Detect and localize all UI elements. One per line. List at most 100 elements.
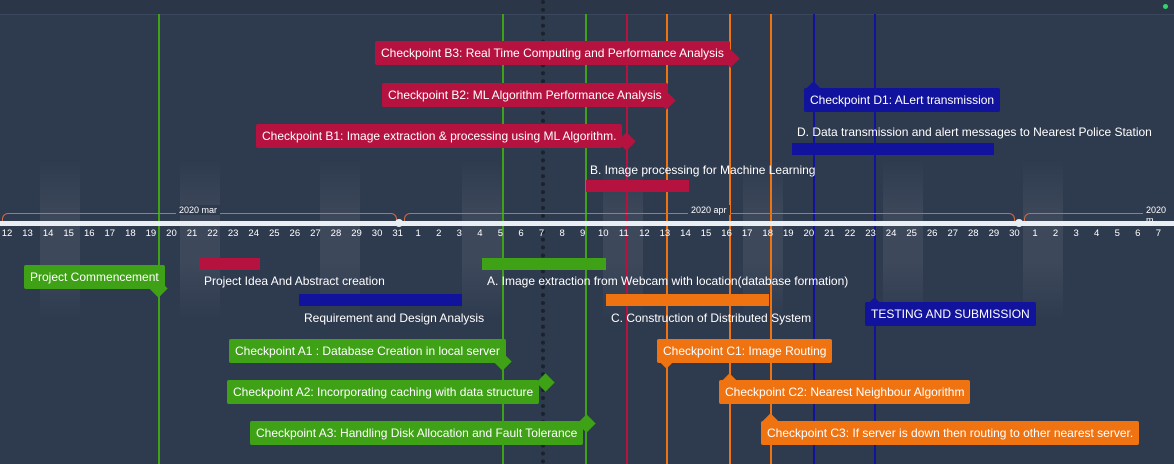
day-tick: 25 <box>268 228 280 239</box>
day-tick: 26 <box>289 228 301 239</box>
day-tick: 7 <box>538 228 545 239</box>
task-label: Project Idea And Abstract creation <box>204 274 385 288</box>
day-tick: 26 <box>926 228 938 239</box>
day-tick: 5 <box>1114 228 1120 239</box>
day-tick: 19 <box>782 228 794 239</box>
day-tick: 5 <box>497 228 504 239</box>
task-label: C. Construction of Distributed System <box>611 311 812 325</box>
checkpoint-c3[interactable]: Checkpoint C3: If server is down then ro… <box>761 421 1140 445</box>
milestone-line <box>626 14 628 464</box>
day-tick: 25 <box>906 228 917 239</box>
day-tick: 3 <box>1073 228 1079 239</box>
milestone-line <box>874 14 876 464</box>
day-tick: 19 <box>145 228 157 239</box>
day-tick: 31 <box>392 228 403 239</box>
month-boundary-dot <box>395 219 403 227</box>
weekend-shade <box>743 160 783 320</box>
day-tick: 16 <box>83 228 95 239</box>
task-label: Requirement and Design Analysis <box>304 311 485 325</box>
day-tick: 4 <box>477 228 483 239</box>
checkpoint-d1[interactable]: Checkpoint D1: ALert transmission <box>804 88 1001 112</box>
milestone-project-commencement[interactable]: Project Commencement <box>24 265 165 289</box>
day-tick: 23 <box>865 228 876 239</box>
task-bar-b[interactable] <box>586 180 689 192</box>
day-tick: 20 <box>803 228 815 239</box>
task-bar-c[interactable] <box>606 294 769 306</box>
month-label: 2020 m <box>1143 205 1174 225</box>
day-tick: 23 <box>227 228 239 239</box>
day-tick: 1 <box>1032 228 1038 239</box>
weekend-shade <box>180 160 220 320</box>
task-bar-requirement[interactable] <box>299 294 462 306</box>
day-tick: 7 <box>1155 228 1161 239</box>
day-tick: 29 <box>988 228 1000 239</box>
milestone-line <box>770 14 772 464</box>
day-tick: 9 <box>580 228 586 239</box>
day-tick: 2 <box>1052 228 1059 239</box>
milestone-line <box>502 14 504 464</box>
day-tick: 15 <box>63 228 74 239</box>
checkpoint-b2[interactable]: Checkpoint B2: ML Algorithm Performance … <box>382 83 668 107</box>
day-tick: 12 <box>1 228 13 239</box>
month-label: 2020 mar <box>176 205 221 215</box>
today-marker <box>541 0 545 464</box>
day-tick: 28 <box>968 228 979 239</box>
day-tick: 16 <box>721 228 732 239</box>
day-tick: 13 <box>22 228 33 239</box>
checkpoint-a3[interactable]: Checkpoint A3: Handling Disk Allocation … <box>250 421 584 445</box>
milestone-line <box>158 14 160 464</box>
day-tick: 17 <box>741 228 753 239</box>
weekend-shade <box>320 160 360 320</box>
day-tick: 30 <box>371 228 383 239</box>
task-bar-project-idea[interactable] <box>199 258 260 270</box>
day-tick: 22 <box>844 228 856 239</box>
day-tick: 18 <box>762 228 773 239</box>
day-tick: 17 <box>104 228 116 239</box>
milestone-testing[interactable]: TESTING AND SUBMISSION <box>865 302 1036 326</box>
day-tick: 2 <box>436 228 442 239</box>
day-tick: 14 <box>680 228 691 239</box>
day-tick: 14 <box>42 228 54 239</box>
day-tick: 27 <box>310 228 321 239</box>
milestone-line <box>729 14 731 464</box>
milestone-line <box>813 14 815 464</box>
checkpoint-c2[interactable]: Checkpoint C2: Nearest Neighbour Algorit… <box>719 380 971 404</box>
task-label: A. Image extraction from Webcam with loc… <box>487 274 849 288</box>
milestone-diamond <box>536 373 555 392</box>
checkpoint-b3[interactable]: Checkpoint B3: Real Time Computing and P… <box>375 41 730 65</box>
weekend-shade <box>883 160 923 320</box>
task-label: D. Data transmission and alert messages … <box>797 125 1152 139</box>
day-tick: 20 <box>166 228 177 239</box>
day-tick: 24 <box>248 228 259 239</box>
day-tick: 28 <box>330 228 342 239</box>
checkpoint-a2[interactable]: Checkpoint A2: Incorporating caching wit… <box>227 380 540 404</box>
time-axis[interactable] <box>0 221 1174 226</box>
day-tick: 13 <box>659 228 671 239</box>
status-dot <box>1163 4 1168 9</box>
task-bar-d[interactable] <box>792 143 994 155</box>
checkpoint-c1[interactable]: Checkpoint C1: Image Routing <box>657 339 833 363</box>
task-bar-a[interactable] <box>482 258 606 270</box>
task-label: B. Image processing for Machine Learning <box>590 163 816 177</box>
day-tick: 10 <box>597 228 609 239</box>
weekend-shade <box>40 160 80 320</box>
day-tick: 6 <box>518 228 524 239</box>
day-tick: 6 <box>1135 228 1141 239</box>
checkpoint-a1[interactable]: Checkpoint A1 : Database Creation in loc… <box>229 339 506 363</box>
day-tick: 24 <box>885 228 897 239</box>
day-tick: 8 <box>1169 228 1174 239</box>
day-tick: 21 <box>186 228 198 239</box>
day-tick: 30 <box>1009 228 1020 239</box>
day-tick: 11 <box>618 228 629 239</box>
day-tick: 18 <box>125 228 136 239</box>
day-tick: 15 <box>700 228 712 239</box>
month-boundary-dot <box>1015 219 1023 227</box>
milestone-line <box>585 14 587 464</box>
day-tick: 12 <box>639 228 650 239</box>
top-toolbar <box>0 0 1174 15</box>
weekend-shade <box>1023 160 1063 320</box>
checkpoint-b1[interactable]: Checkpoint B1: Image extraction & proces… <box>256 124 623 148</box>
month-bracket <box>1024 213 1174 222</box>
day-tick: 4 <box>1094 228 1100 239</box>
